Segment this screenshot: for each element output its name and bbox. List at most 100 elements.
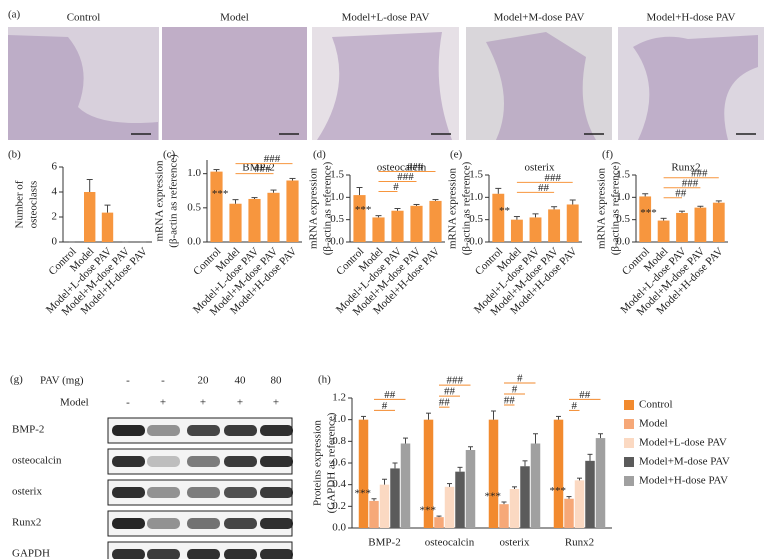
significance: *** <box>550 485 567 497</box>
y-tick-label: 1.5 <box>469 169 483 181</box>
image-title: Model+M-dose PAV <box>494 12 585 24</box>
tissue <box>633 35 758 140</box>
header-name: PAV (mg) <box>40 375 84 387</box>
error-bar <box>356 187 363 196</box>
y-tick-label: 1.0 <box>469 191 483 203</box>
panel-label: (d) <box>313 149 326 161</box>
error-bar <box>403 437 408 444</box>
y-tick-label: 0 <box>52 236 58 248</box>
bar <box>229 203 242 242</box>
y-tick-label: 0.5 <box>187 201 201 213</box>
bar <box>595 438 606 528</box>
chart-title: osteocalcin <box>377 162 427 174</box>
comparison-label: # <box>393 181 399 193</box>
significance: ** <box>499 205 510 217</box>
tissue <box>317 32 452 140</box>
bar <box>676 212 688 242</box>
bar <box>379 484 390 528</box>
y-axis-label: mRNA expression <box>308 168 320 249</box>
y-tick-label: 1.5 <box>330 169 344 181</box>
comparison-label: ## <box>675 187 687 199</box>
error-bar <box>457 466 463 472</box>
y-axis-label: Number of <box>14 180 26 228</box>
bar <box>564 498 574 528</box>
row-label: osteocalcin <box>12 455 62 467</box>
comparison-label: ## <box>579 389 591 401</box>
bar <box>639 196 652 242</box>
y-tick-label: 1.0 <box>330 191 344 203</box>
panel-label: (b) <box>8 149 21 161</box>
error-bar <box>556 415 561 420</box>
legend-label: Control <box>639 399 673 411</box>
band <box>187 518 220 529</box>
panel-label: (g) <box>10 374 23 386</box>
comparison-label: ## <box>384 389 396 401</box>
y-axis-label: (β-actin as reference) <box>461 161 473 255</box>
y-axis-label: mRNA expression <box>447 168 459 249</box>
band <box>224 456 257 467</box>
band <box>260 425 293 436</box>
y-tick-label: 4 <box>52 186 58 198</box>
row-label: BMP-2 <box>12 424 44 436</box>
band <box>112 549 145 559</box>
bar <box>488 419 499 528</box>
band <box>147 487 180 498</box>
comparison-label: ## <box>504 395 516 407</box>
header-value: + <box>237 397 243 409</box>
x-tick-label: osterix <box>500 537 530 549</box>
error-bar <box>715 200 722 203</box>
y-axis-label: Proteins expression <box>312 420 324 506</box>
comparison-label: ### <box>407 161 424 173</box>
legend-swatch <box>624 476 634 486</box>
bar <box>566 204 579 242</box>
significance: *** <box>355 487 372 499</box>
row-label: Runx2 <box>12 517 41 529</box>
y-tick-label: 0.0 <box>332 522 346 534</box>
bar <box>353 195 366 242</box>
error-bar <box>270 189 277 193</box>
bar <box>372 217 385 242</box>
bar <box>400 443 411 528</box>
legend-label: Model+L-dose PAV <box>639 437 727 449</box>
legend-swatch <box>624 457 634 467</box>
significance: *** <box>485 491 502 503</box>
header-value: 80 <box>271 375 283 387</box>
legend-swatch <box>624 438 634 448</box>
y-tick-label: 0.5 <box>330 213 344 225</box>
comparison-label: ### <box>682 177 699 189</box>
tissue <box>162 27 307 140</box>
error-bar <box>587 453 593 461</box>
error-bar <box>679 210 685 213</box>
error-bar <box>569 199 576 205</box>
band <box>187 425 220 436</box>
bar <box>358 419 369 528</box>
error-bar <box>642 193 649 197</box>
band <box>260 487 293 498</box>
legend-label: Model+M-dose PAV <box>639 456 730 468</box>
bar <box>712 202 725 242</box>
error-bar <box>289 177 296 181</box>
y-tick-label: 0.0 <box>330 236 344 248</box>
band <box>147 518 180 529</box>
band <box>112 425 145 436</box>
y-tick-label: 1.2 <box>332 392 346 404</box>
error-bar <box>213 169 220 172</box>
legend-label: Model+H-dose PAV <box>639 475 728 487</box>
band <box>147 425 180 436</box>
image-title: Control <box>67 12 101 24</box>
panel-label: (f) <box>602 149 613 161</box>
error-bar <box>251 197 258 199</box>
y-axis-label: (β-actin as reference) <box>610 161 622 255</box>
y-axis-label: mRNA expression <box>154 160 166 241</box>
bar <box>286 180 299 242</box>
error-bar <box>426 412 431 420</box>
bar <box>444 486 455 528</box>
bar <box>434 517 444 528</box>
comparison-label: ## <box>538 182 550 194</box>
y-tick-label: 0.2 <box>332 500 346 512</box>
band <box>187 549 220 559</box>
comparison-label: ### <box>447 375 464 387</box>
panel-label: (e) <box>450 149 463 161</box>
band <box>260 549 293 559</box>
bar <box>267 192 280 242</box>
